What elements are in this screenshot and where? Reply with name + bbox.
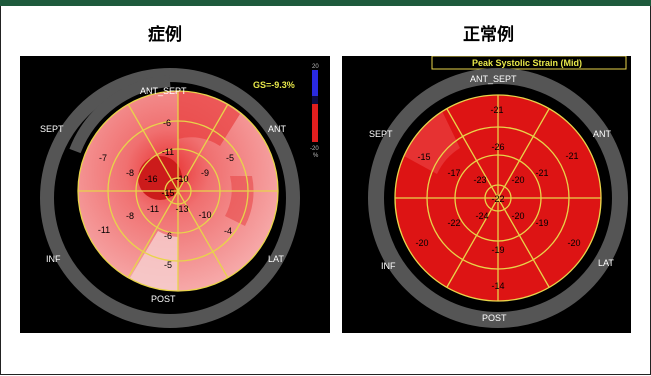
seg-value: -6 [164, 231, 172, 241]
seg-value: -9 [201, 168, 209, 178]
seg-value: -11 [98, 225, 110, 235]
label-post: POST [151, 294, 176, 304]
seg-value: -15 [417, 152, 430, 162]
left-bullseye-panel: -6 -5 -4 -5 -11 -7 -11 -9 -10 -6 -8 -8 -… [20, 56, 330, 333]
apex-value: -15 [161, 188, 174, 198]
seg-value: -11 [147, 204, 159, 214]
label-ant: ANT [593, 129, 612, 139]
scale-unit: % [313, 153, 319, 159]
seg-value: -14 [491, 281, 504, 291]
seg-value: -22 [447, 218, 460, 228]
seg-value: -10 [198, 210, 211, 220]
seg-value: -6 [163, 118, 171, 128]
seg-value: -5 [164, 260, 172, 270]
left-panel-title: 症例 [148, 25, 182, 44]
seg-value: -8 [126, 211, 134, 221]
label-ant-sept: ANT_SEPT [140, 86, 187, 96]
seg-value: -26 [491, 142, 504, 152]
right-bullseye-panel: Peak Systolic Strain (Mid) -21 -21 -20 -… [342, 56, 631, 333]
label-lat: LAT [598, 258, 614, 268]
scale-blue [312, 70, 318, 96]
left-grid [77, 90, 279, 292]
gs-value: GS=-9.3% [253, 80, 295, 90]
label-lat: LAT [268, 254, 284, 264]
seg-value: -4 [224, 226, 232, 236]
scale-top: 20 [312, 64, 319, 70]
header-box [431, 56, 627, 70]
label-sept: SEPT [369, 129, 393, 139]
label-inf: INF [46, 254, 61, 264]
label-inf: INF [381, 261, 396, 271]
seg-value: -19 [491, 245, 504, 255]
seg-value: -17 [447, 168, 460, 178]
seg-value: -21 [535, 168, 548, 178]
left-bullseye-svg: -6 -5 -4 -5 -11 -7 -11 -9 -10 -6 -8 -8 -… [40, 64, 319, 328]
label-sept: SEPT [40, 124, 64, 134]
seg-value: -5 [226, 153, 234, 163]
seg-value: -20 [511, 175, 524, 185]
ring-arc [69, 75, 171, 154]
seg-value: -21 [565, 151, 578, 161]
scale-bottom: -20 [310, 146, 319, 152]
seg-value: -10 [175, 174, 188, 184]
scale-red [312, 104, 318, 142]
right-panel-title: 正常例 [463, 25, 514, 44]
seg-value: -16 [144, 174, 157, 184]
seg-value: -24 [475, 211, 488, 221]
label-ant-sept: ANT_SEPT [470, 74, 517, 84]
label-post: POST [482, 313, 507, 323]
seg-value: -19 [535, 218, 548, 228]
seg-value: -20 [415, 238, 428, 248]
seg-value: -20 [511, 211, 524, 221]
header-text: Peak Systolic Strain (Mid) [472, 58, 582, 68]
top-accent-bar [0, 0, 651, 6]
outer-ring [40, 68, 300, 328]
right-grid [394, 94, 602, 302]
seg-value: -21 [490, 105, 503, 115]
seg-value: -8 [126, 168, 134, 178]
seg-value: -20 [567, 238, 580, 248]
hot-spot [138, 156, 182, 200]
right-bullseye-svg: Peak Systolic Strain (Mid) -21 -21 -20 -… [368, 56, 628, 328]
outer-ring [368, 68, 628, 328]
seg-value: -23 [473, 175, 486, 185]
seg-value: -11 [162, 147, 174, 157]
seg-value: -13 [175, 204, 188, 214]
label-ant: ANT [268, 124, 287, 134]
apex-value: -22 [491, 194, 504, 204]
seg-value: -7 [99, 153, 107, 163]
